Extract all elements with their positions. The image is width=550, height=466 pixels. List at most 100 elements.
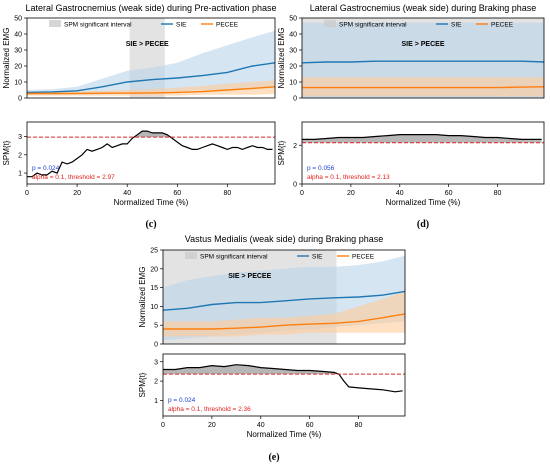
- x-tick-label: 60: [445, 190, 453, 197]
- band-pecee: [27, 80, 275, 96]
- y-tick-label: 0: [293, 96, 297, 103]
- x-tick-label: 40: [257, 422, 265, 429]
- panel-title: Vastus Medialis (weak side) during Braki…: [185, 234, 383, 244]
- spm-y-axis-label: SPM{t}: [138, 372, 147, 397]
- x-tick-label: 20: [347, 190, 355, 197]
- alpha-threshold-text: alpha = 0.1, threshold = 2.13: [307, 174, 390, 181]
- legend-label-spm: SPM significant interval: [64, 22, 132, 29]
- y-axis-label: Normalized EMG: [2, 28, 11, 89]
- spm-t-curve: [163, 364, 403, 393]
- x-tick-label: 40: [123, 190, 131, 197]
- legend-label-pecee: PECEE: [491, 22, 514, 29]
- spm-y-axis-label: SPM{t}: [2, 140, 11, 165]
- y-tick-label: 50: [289, 16, 297, 23]
- spm-axes-frame: [301, 121, 545, 185]
- y-axis-label: Normalized EMG: [138, 267, 147, 328]
- y-tick-label: 25: [150, 248, 158, 255]
- emg-axes-frame: [301, 17, 545, 99]
- x-tick-label: 80: [494, 190, 502, 197]
- band-sie: [27, 30, 275, 95]
- x-tick-label: 60: [306, 422, 314, 429]
- spm-y-axis-label: SPM{t}: [277, 140, 286, 165]
- panel-title: Lateral Gastrocnemius (weak side) during…: [25, 3, 276, 13]
- y-tick-label: 15: [150, 285, 158, 292]
- x-tick-label: 40: [396, 190, 404, 197]
- y-tick-label: 0: [18, 96, 22, 103]
- panel-label: (d): [417, 219, 429, 230]
- x-tick-label: 60: [173, 190, 181, 197]
- spm-y-tick-label: 3: [154, 359, 158, 366]
- spm-t-curve: [302, 134, 542, 140]
- series-line-pecee: [27, 86, 275, 95]
- band-pecee: [302, 77, 544, 97]
- x-axis-label: Normalized Time (%): [386, 198, 461, 207]
- spm-y-tick-label: 2: [293, 143, 297, 150]
- panel-d: Lateral Gastrocnemius (weak side) during…: [277, 3, 545, 230]
- p-value-text: p = 0.056: [307, 165, 335, 172]
- series-line-sie: [302, 60, 544, 64]
- alpha-threshold-text: alpha = 0.1, threshold = 2.36: [168, 406, 251, 413]
- legend: SPM significant interval SIE PECEE: [185, 252, 375, 261]
- emg-axes-frame: [26, 17, 276, 99]
- series-line-pecee: [163, 313, 405, 330]
- legend-swatch-spm: [49, 20, 61, 27]
- y-axis-label: Normalized EMG: [277, 28, 286, 89]
- y-tick-label: 40: [14, 32, 22, 39]
- band-pecee: [163, 291, 405, 337]
- alpha-threshold-text: alpha = 0.1, threshold = 2.97: [32, 174, 115, 181]
- legend-label-sie: SIE: [451, 22, 462, 29]
- emg-plot-area: [27, 18, 275, 98]
- x-tick-label: 20: [208, 422, 216, 429]
- significance-label: SIE > PECEE: [228, 273, 271, 280]
- x-tick-label: 0: [25, 190, 29, 197]
- spm-y-tick-label: 1: [18, 171, 22, 178]
- x-tick-label: 80: [224, 190, 232, 197]
- legend-label-pecee: PECEE: [216, 22, 239, 29]
- spm-y-tick-label: 2: [18, 152, 22, 159]
- y-tick-label: 30: [14, 48, 22, 55]
- significance-label: SIE > PECEE: [402, 41, 445, 48]
- y-tick-label: 10: [289, 80, 297, 87]
- legend-label-spm: SPM significant interval: [339, 22, 407, 29]
- y-tick-label: 10: [14, 80, 22, 87]
- y-tick-label: 5: [154, 323, 158, 330]
- p-value-text: p = 0.024: [32, 165, 60, 172]
- emg-plot: 0 5 10 15 20 25 Normalized EMG SPM significant …: [138, 248, 406, 349]
- y-tick-label: 20: [14, 64, 22, 71]
- legend: SPM significant interval SIE PECEE: [49, 20, 239, 29]
- y-tick-label: 20: [150, 266, 158, 273]
- emg-plot-area: [163, 250, 405, 344]
- p-value-text: p = 0.024: [168, 397, 196, 404]
- series-line-sie: [163, 290, 405, 311]
- spm-y-tick-label: 1: [154, 398, 158, 405]
- y-tick-label: 10: [150, 304, 158, 311]
- spm-axes-frame: [162, 353, 406, 417]
- legend-label-spm: SPM significant interval: [200, 254, 268, 261]
- x-tick-label: 20: [73, 190, 81, 197]
- legend-label-sie: SIE: [176, 22, 187, 29]
- spm-y-tick-label: 0: [293, 182, 297, 189]
- spm-supra-threshold-fill: [302, 134, 542, 143]
- series-line-sie: [27, 62, 275, 94]
- y-tick-label: 50: [14, 16, 22, 23]
- legend-label-pecee: PECEE: [352, 254, 375, 261]
- panel-label: (c): [145, 219, 156, 230]
- spm-plot: 1 2 3 0 20 40 60 80 SPM{t} Normalized Time (%) p =…: [2, 121, 276, 207]
- panel-c: Lateral Gastrocnemius (weak side) during…: [2, 3, 277, 230]
- spm-axes-frame: [26, 121, 276, 185]
- spm-t-curve: [27, 130, 273, 178]
- emg-axes-frame: [162, 249, 406, 345]
- spm-supra-threshold-fill: [27, 131, 273, 138]
- legend-swatch-spm: [324, 20, 336, 27]
- x-tick-label: 80: [355, 422, 363, 429]
- panel-e: Vastus Medialis (weak side) during Braki…: [138, 234, 406, 463]
- panel-title: Lateral Gastrocnemius (weak side) during…: [310, 3, 537, 13]
- legend: SPM significant interval SIE PECEE: [324, 20, 514, 29]
- spm-plot: 1 2 3 0 20 40 60 80 SPM{t} Normalized Time (%) p =…: [138, 353, 406, 439]
- spm-plot-area: [27, 130, 275, 178]
- y-tick-label: 30: [289, 48, 297, 55]
- y-tick-label: 40: [289, 32, 297, 39]
